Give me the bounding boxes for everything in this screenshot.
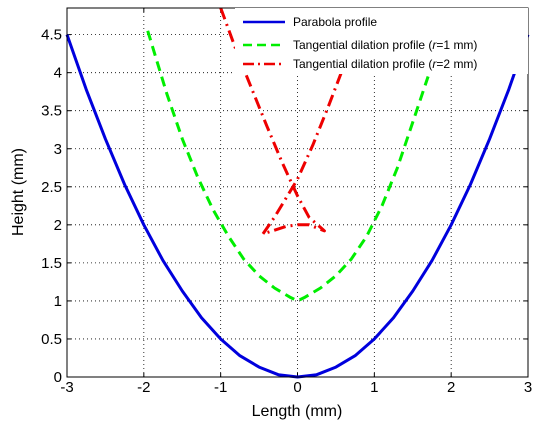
x-tick-label: 1 [370, 379, 378, 396]
series-dilation-r1 [146, 30, 430, 303]
legend-label-dilation-r2-c: =2 mm) [436, 57, 477, 71]
legend-label-dilation-r1-c: =1 mm) [436, 38, 477, 52]
y-tick-label: 0 [54, 369, 62, 386]
x-tick-label: -2 [137, 379, 150, 396]
legend: Parabola profile Tangential dilation pro… [235, 8, 528, 74]
legend-label-dilation-r1-b: r [432, 38, 437, 52]
series-dilation-r2 [219, 7, 346, 236]
y-tick-label: 2 [54, 217, 62, 234]
x-tick-label: -3 [60, 379, 73, 396]
x-tick-label: -1 [214, 379, 227, 396]
legend-label-parabola: Parabola profile [293, 15, 377, 29]
legend-label-dilation-r1: Tangential dilation profile (r=1 mm) [293, 38, 477, 52]
legend-label-dilation-r2: Tangential dilation profile (r=2 mm) [293, 57, 477, 71]
y-tick-label: 3 [54, 141, 62, 158]
y-tick-label: 4 [54, 65, 62, 82]
y-tick-label: 4.5 [41, 27, 62, 44]
y-tick-label: 3.5 [41, 103, 62, 120]
y-tick-label: 0.5 [41, 331, 62, 348]
x-axis-label: Length (mm) [252, 403, 343, 420]
legend-label-dilation-r2-b: r [432, 57, 437, 71]
legend-box [235, 8, 528, 74]
legend-label-dilation-r2-a: Tangential dilation profile ( [293, 57, 432, 71]
y-tick-label: 1.5 [41, 255, 62, 272]
y-axis-label: Height (mm) [10, 148, 27, 236]
x-tick-label: 2 [447, 379, 455, 396]
x-tick-label: 0 [293, 379, 301, 396]
y-tick-label: 2.5 [41, 179, 62, 196]
legend-label-dilation-r1-a: Tangential dilation profile ( [293, 38, 432, 52]
y-tick-label: 1 [54, 293, 62, 310]
x-tick-label: 3 [524, 379, 532, 396]
